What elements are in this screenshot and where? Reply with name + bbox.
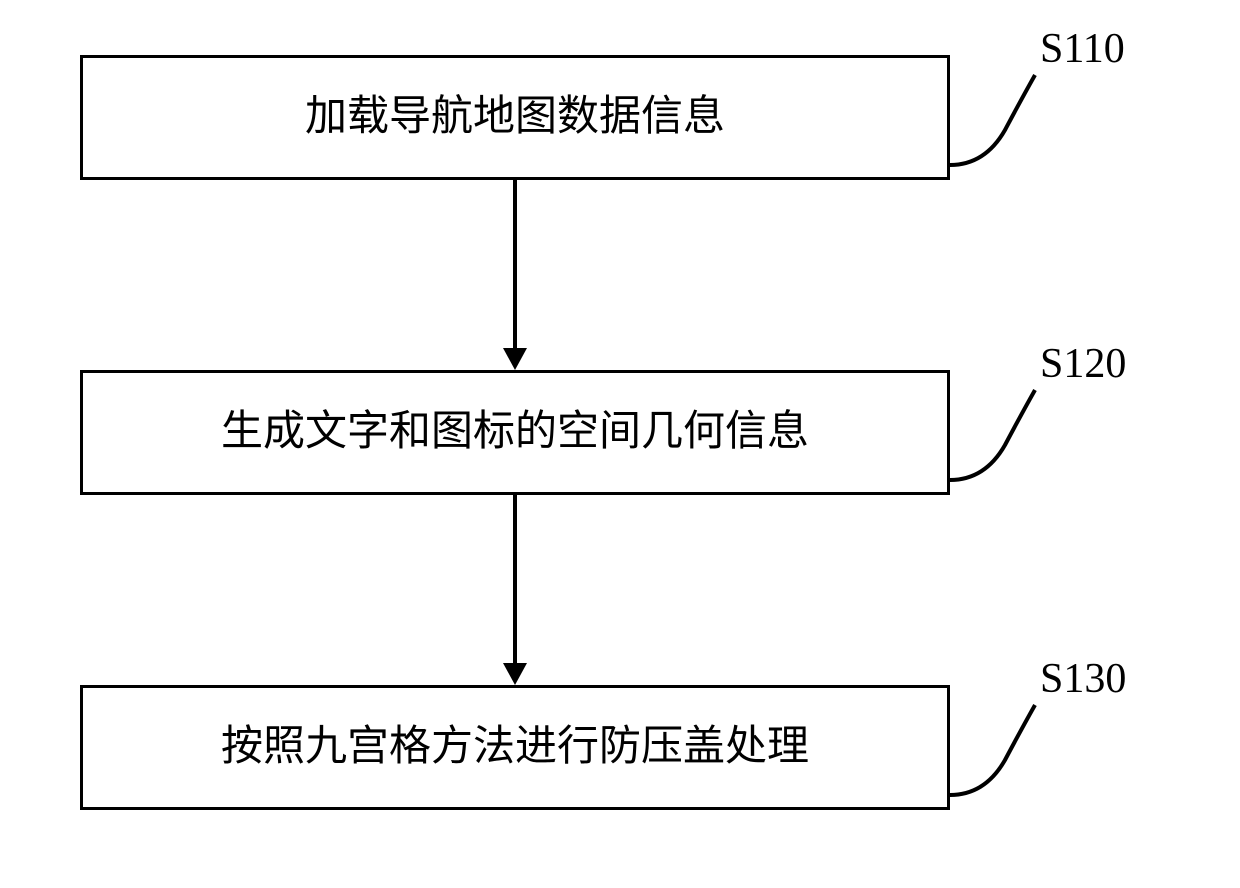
arrow-1-line xyxy=(513,180,517,348)
swoosh-icon-1 xyxy=(950,70,1040,170)
swoosh-icon-3 xyxy=(950,700,1040,800)
flow-step-2: 生成文字和图标的空间几何信息 xyxy=(80,370,950,495)
arrow-2-line xyxy=(513,495,517,663)
flowchart-container: 加载导航地图数据信息 S110 生成文字和图标的空间几何信息 S120 按照九宫… xyxy=(0,0,1240,888)
step-label-2: S120 xyxy=(1040,340,1126,388)
flow-step-1-text: 加载导航地图数据信息 xyxy=(305,92,725,142)
flow-step-2-text: 生成文字和图标的空间几何信息 xyxy=(221,407,809,457)
arrow-2-head-icon xyxy=(503,663,527,685)
flow-step-3-text: 按照九宫格方法进行防压盖处理 xyxy=(221,722,809,772)
step-label-1: S110 xyxy=(1040,25,1125,73)
step-label-3: S130 xyxy=(1040,655,1126,703)
flow-step-1: 加载导航地图数据信息 xyxy=(80,55,950,180)
swoosh-icon-2 xyxy=(950,385,1040,485)
flow-step-3: 按照九宫格方法进行防压盖处理 xyxy=(80,685,950,810)
arrow-1-head-icon xyxy=(503,348,527,370)
